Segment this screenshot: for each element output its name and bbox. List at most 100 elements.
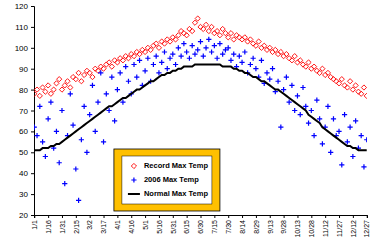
x-tick-label: 12/12 (350, 220, 357, 238)
plus-point (123, 64, 128, 69)
y-tick: 110 (15, 23, 34, 32)
x-tick: 2/15 (73, 215, 80, 234)
x-tick-label: 4/1 (114, 220, 121, 230)
y-tick: 90 (19, 65, 34, 74)
x-tick-label: 3/17 (100, 220, 107, 234)
x-tick-mark (104, 215, 105, 218)
y-tick-label: 20 (19, 211, 28, 220)
diamond-point (101, 66, 106, 71)
x-tick-mark (367, 215, 368, 218)
diamond-point (278, 49, 283, 54)
legend-symbol (128, 193, 140, 195)
diamond-point (34, 87, 39, 92)
diamond-point (154, 41, 159, 46)
plus-point (179, 54, 184, 59)
diamond-point (311, 64, 316, 69)
legend-entry: Normal Max Temp (128, 189, 208, 198)
plus-point (190, 43, 195, 48)
x-tick-label: 9/28 (280, 220, 287, 234)
x-tick-mark (297, 215, 298, 218)
plus-point (134, 74, 139, 79)
x-axis-line (35, 216, 368, 219)
plus-point (275, 79, 280, 84)
x-tick-mark (270, 215, 271, 218)
diamond-point (115, 60, 120, 65)
legend: Record Max Temp 2006 Max Temp Normal Max T… (114, 149, 220, 211)
legend-entry: 2006 Max Temp (131, 175, 199, 184)
plus-point (59, 108, 64, 113)
plus-point (104, 91, 109, 96)
plus-point (209, 49, 214, 54)
y-axis: 2030405060708090100110120 (15, 2, 35, 220)
diamond-point (231, 37, 236, 42)
x-tick-label: 10/28 (308, 220, 315, 238)
plus-point (195, 47, 200, 52)
diamond-point (226, 35, 231, 40)
plus-point (220, 51, 225, 56)
y-tick-label: 30 (19, 190, 28, 199)
diamond-point (68, 85, 73, 90)
diamond-point (137, 51, 142, 56)
x-tick: 6/15 (183, 215, 190, 234)
plus-point (295, 93, 300, 98)
plus-point (170, 51, 175, 56)
diamond-point (43, 89, 48, 94)
plus-point (339, 162, 344, 167)
x-tick-mark (117, 215, 118, 218)
plus-point (37, 104, 42, 109)
x-tick-mark (228, 215, 229, 218)
x-tick: 4/16 (128, 215, 135, 234)
x-tick-mark (48, 215, 49, 218)
plus-point (300, 85, 305, 90)
x-tick-mark (76, 215, 77, 218)
x-tick: 4/1 (114, 215, 121, 230)
x-tick-label: 8/29 (253, 220, 260, 234)
y-tick-label: 120 (15, 2, 29, 11)
x-tick-label: 7/15 (211, 220, 218, 234)
diamond-point (289, 58, 294, 63)
plus-point (292, 108, 297, 113)
diamond-point (364, 93, 367, 98)
diamond-point (220, 26, 225, 31)
x-tick-label: 3/2 (86, 220, 93, 230)
x-tick-label: 5/1 (142, 220, 149, 230)
diamond-point (40, 85, 45, 90)
diamond-point (57, 77, 62, 82)
x-tick-mark (214, 215, 215, 218)
plus-point (90, 83, 95, 88)
plus-point (331, 116, 336, 121)
y-tick: 60 (19, 127, 34, 136)
x-tick-label: 7/30 (225, 220, 232, 234)
plus-point (87, 112, 92, 117)
plus-point (82, 104, 87, 109)
diamond-point (167, 39, 172, 44)
x-tick: 11/27 (336, 215, 343, 237)
x-tick-mark (62, 215, 63, 218)
plus-point (118, 70, 123, 75)
x-tick-mark (284, 215, 285, 218)
diamond-point (350, 87, 355, 92)
x-tick-mark (339, 215, 340, 218)
plus-point (131, 62, 136, 67)
plus-point (142, 68, 147, 73)
diamond-point (76, 70, 81, 75)
legend-label: Record Max Temp (144, 161, 208, 170)
x-tick-label: 5/16 (156, 220, 163, 234)
plus-point (43, 154, 48, 159)
plus-point (167, 56, 172, 61)
plus-point (57, 160, 62, 165)
x-tick: 5/1 (142, 215, 149, 230)
diamond-point (303, 64, 308, 69)
plus-point (137, 58, 142, 63)
plus-point (242, 49, 247, 54)
diamond-point (201, 26, 206, 31)
diamond-point (79, 79, 84, 84)
plus-point (98, 70, 103, 75)
diamond-point (345, 85, 350, 90)
series-points (34, 16, 367, 99)
x-tick-mark (173, 215, 174, 218)
plus-point (46, 116, 51, 121)
x-tick: 9/28 (280, 215, 287, 234)
diamond-point (195, 16, 200, 21)
x-tick-label: 10/13 (294, 220, 301, 238)
